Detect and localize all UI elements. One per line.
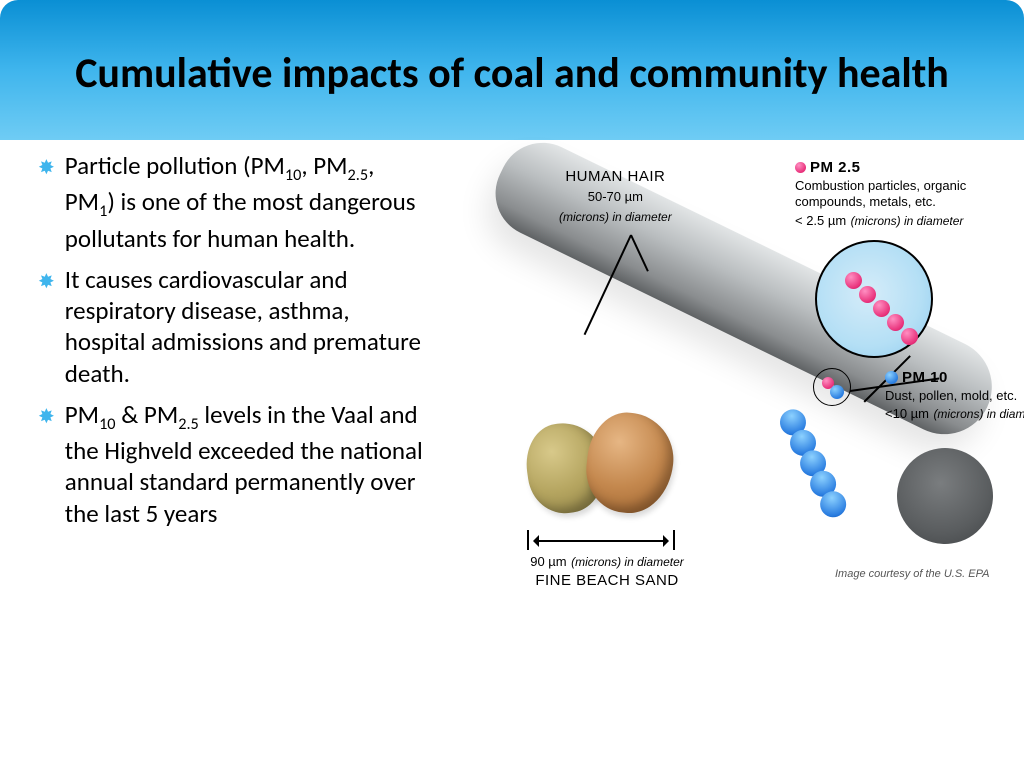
hair-label-title: HUMAN HAIR xyxy=(559,168,672,187)
dimension-arrow xyxy=(535,540,667,542)
bullet-star-icon: ✸ xyxy=(38,270,55,295)
pm25-particle xyxy=(887,314,904,331)
sand-label: 90 µm (microns) in diameter FINE BEACH S… xyxy=(507,552,707,591)
bullet-list: ✸ Particle pollution (PM10, PM2.5, PM1) … xyxy=(0,150,435,620)
pm25-label: PM 2.5 Combustion particles, organic com… xyxy=(795,158,1015,231)
bullet-item: ✸ It causes cardiovascular and respirato… xyxy=(38,264,425,389)
pm25-dot-icon xyxy=(795,162,806,173)
pm25-particle xyxy=(873,300,890,317)
pm25-particle xyxy=(901,328,918,345)
bullet-text: It causes cardiovascular and respiratory… xyxy=(65,264,425,389)
slide-body: ✸ Particle pollution (PM10, PM2.5, PM1) … xyxy=(0,140,1024,620)
slide-header: Cumulative impacts of coal and community… xyxy=(0,0,1024,140)
slide-title: Cumulative impacts of coal and community… xyxy=(75,50,949,98)
image-credit: Image courtesy of the U.S. EPA xyxy=(835,568,989,580)
pm10-label: PM 10 Dust, pollen, mold, etc. <10 µm (m… xyxy=(885,368,1024,424)
pm25-magnifier xyxy=(815,240,933,358)
pm10-dot-icon xyxy=(885,371,898,384)
pm25-particle xyxy=(845,272,862,289)
bullet-item: ✸ PM10 & PM2.5 levels in the Vaal and th… xyxy=(38,399,425,529)
bullet-text: PM10 & PM2.5 levels in the Vaal and the … xyxy=(65,399,425,529)
bullet-star-icon: ✸ xyxy=(38,156,55,181)
sand-illustration xyxy=(527,405,677,525)
diagram: HUMAN HAIR 50-70 µm (microns) in diamete… xyxy=(435,150,1015,620)
pm10-detail-circle xyxy=(813,368,851,406)
bullet-star-icon: ✸ xyxy=(38,405,55,430)
hair-label: HUMAN HAIR 50-70 µm (microns) in diamete… xyxy=(559,168,672,227)
pm10-particle-small xyxy=(830,385,844,399)
sand-grain xyxy=(582,409,678,517)
pm25-particle xyxy=(859,286,876,303)
bullet-text: Particle pollution (PM10, PM2.5, PM1) is… xyxy=(65,150,425,254)
bullet-item: ✸ Particle pollution (PM10, PM2.5, PM1) … xyxy=(38,150,425,254)
hair-cross-section xyxy=(881,432,1009,560)
